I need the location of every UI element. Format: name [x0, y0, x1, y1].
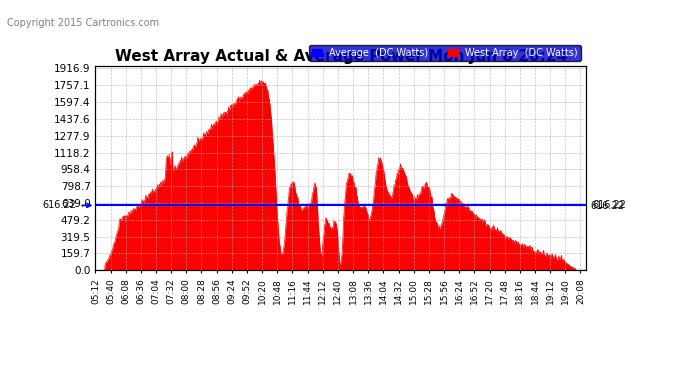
Title: West Array Actual & Average Power Mon Jun 8 20:24: West Array Actual & Average Power Mon Ju… [115, 49, 566, 64]
Text: 616.22: 616.22 [593, 200, 627, 210]
Text: Copyright 2015 Cartronics.com: Copyright 2015 Cartronics.com [7, 18, 159, 28]
Text: 616.22: 616.22 [43, 200, 90, 210]
Legend: Average  (DC Watts), West Array  (DC Watts): Average (DC Watts), West Array (DC Watts… [309, 45, 581, 61]
